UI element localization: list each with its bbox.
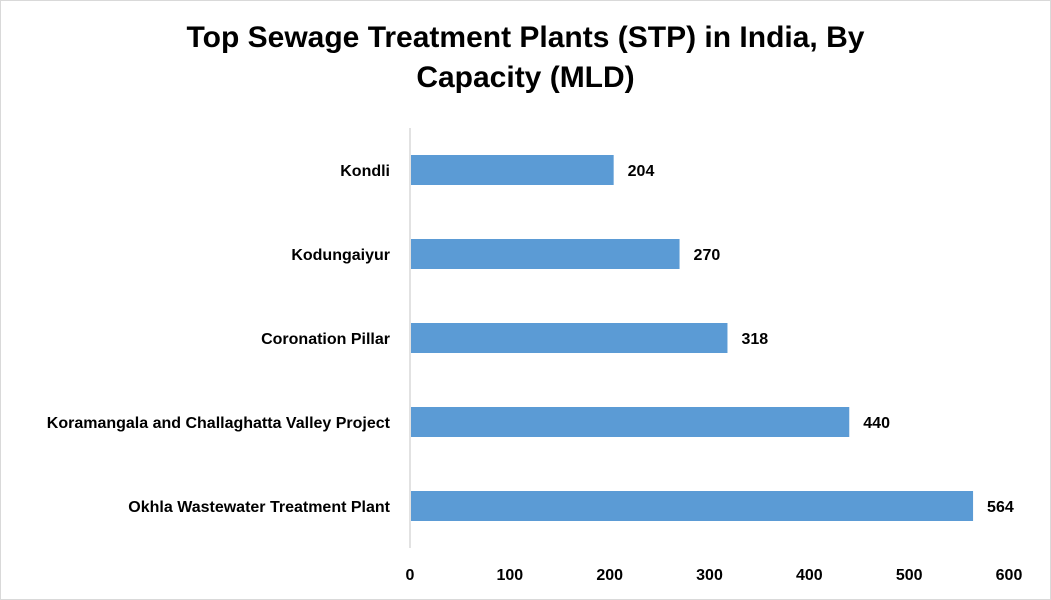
x-tick-label-0: 0 (406, 567, 415, 584)
x-tick-label-500: 500 (896, 567, 923, 584)
x-tick-label-600: 600 (996, 567, 1023, 584)
category-label-4: Koramangala and Challaghatta Valley Proj… (47, 415, 391, 432)
x-tick-label-300: 300 (696, 567, 723, 584)
bar-5 (411, 491, 974, 521)
x-tick-label-100: 100 (496, 567, 523, 584)
x-tick-label-400: 400 (796, 567, 823, 584)
bar-4 (411, 407, 850, 437)
category-label-2: Kodungaiyur (291, 247, 390, 264)
category-label-5: Okhla Wastewater Treatment Plant (128, 499, 390, 516)
chart-title: Top Sewage Treatment Plants (STP) in Ind… (0, 18, 1051, 98)
bar-2 (411, 239, 680, 269)
category-label-3: Coronation Pillar (261, 331, 390, 348)
bar-1 (411, 155, 614, 185)
data-label-3: 318 (741, 331, 768, 348)
x-tick-label-200: 200 (596, 567, 623, 584)
chart-title-line-2: Capacity (MLD) (416, 61, 635, 94)
bar-3 (411, 323, 728, 353)
data-label-1: 204 (628, 163, 655, 180)
data-label-5: 564 (987, 499, 1014, 516)
chart-title-line-1: Top Sewage Treatment Plants (STP) in Ind… (186, 21, 865, 54)
data-label-4: 440 (863, 415, 890, 432)
category-label-1: Kondli (340, 163, 390, 180)
data-label-2: 270 (694, 247, 721, 264)
